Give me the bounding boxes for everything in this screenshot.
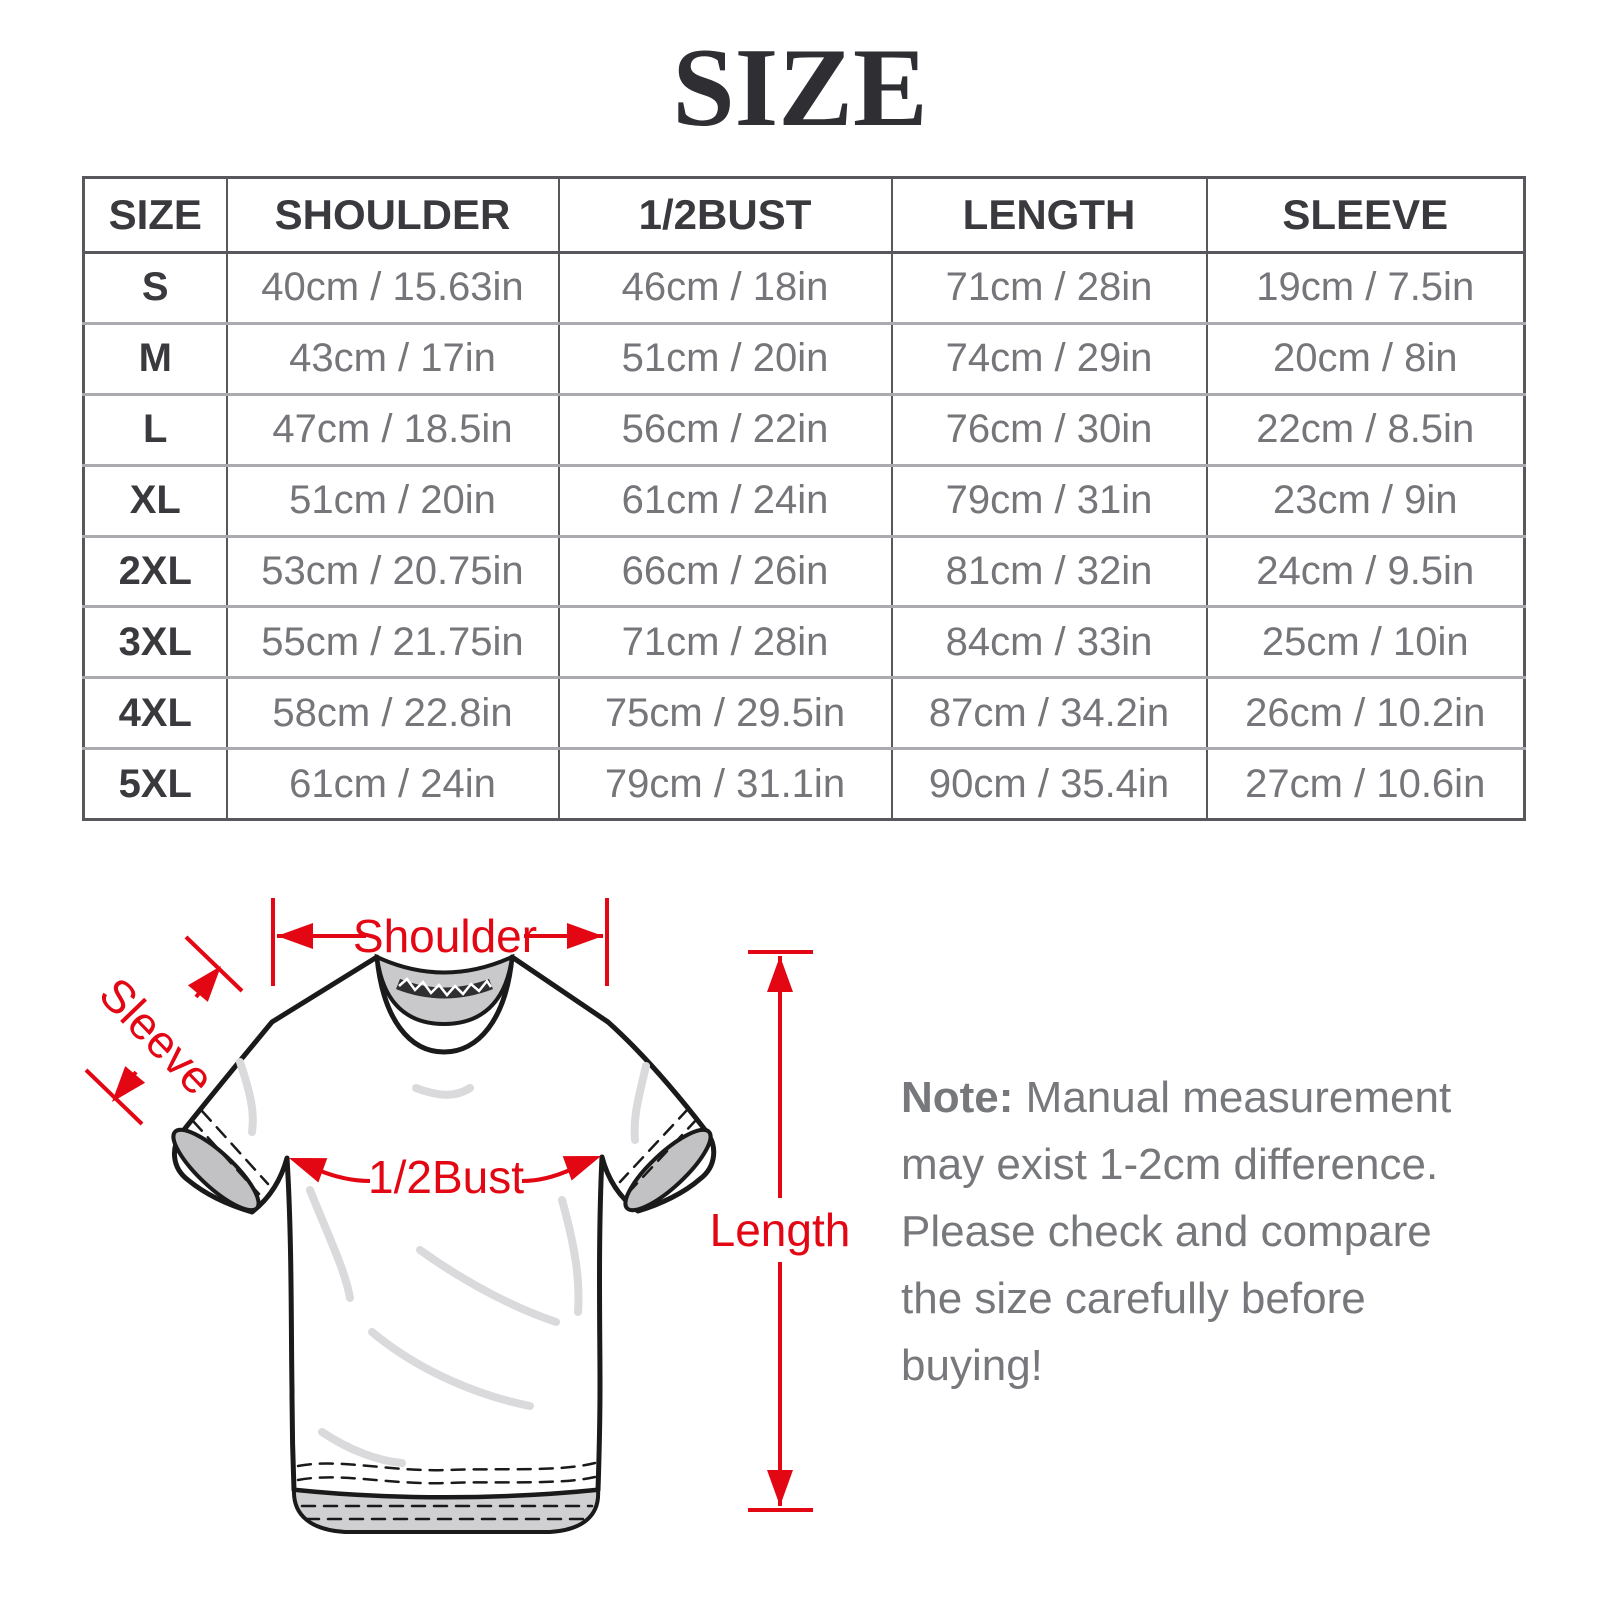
measurement-cell: 71cm / 28in [890,251,1207,324]
column-header-length: LENGTH [890,177,1207,254]
measurement-cell: 24cm / 9.5in [1205,534,1525,607]
table-row: M 43cm / 17in 51cm / 20in 74cm / 29in 20cm /… [82,321,1525,395]
measurement-cell: 75cm / 29.5in [557,676,892,749]
table-row: 2XL 53cm / 20.75in 66cm / 26in 81cm / 32in 2… [82,534,1525,607]
measurement-cell: 71cm / 28in [557,605,892,678]
tshirt-diagram: Shoulder Sleeve 1/2Bust Length [84,898,851,1534]
measurement-cell: 22cm / 8.5in [1205,392,1525,466]
measurement-cell: 27cm / 10.6in [1205,747,1525,820]
shoulder-dimension-annotation: Shoulder [271,898,609,986]
measurement-cell: 25cm / 10in [1205,605,1525,678]
table-row: XL 51cm / 20in 61cm / 24in 79cm / 31in 23cm … [82,463,1525,536]
size-label-cell: M [82,321,227,395]
size-table: SIZE SHOULDER 1/2BUST LENGTH SLEEVE S 40cm / … [82,176,1526,821]
arrow-right-icon [562,1156,601,1181]
table-row: L 47cm / 18.5in 56cm / 22in 76cm / 30in 22cm… [82,392,1525,466]
bust-dimension-annotation: 1/2Bust [289,1151,601,1203]
measurement-cell: 90cm / 35.4in [890,747,1207,820]
measurement-cell: 81cm / 32in [890,534,1207,607]
table-row: 4XL 58cm / 22.8in 75cm / 29.5in 87cm / 34.2… [82,676,1525,749]
arrow-down-left-icon [112,1066,146,1102]
measurement-note: Note: Manual measurement may exist 1-2cm… [901,1064,1501,1399]
column-header-size: SIZE [82,177,227,254]
sleeve-dimension-annotation: Sleeve [84,935,244,1126]
measurement-cell: 87cm / 34.2in [890,676,1207,749]
arrow-right-icon [567,923,603,949]
measurement-cell: 79cm / 31.1in [557,747,892,820]
size-label-cell: 5XL [82,747,227,820]
measurement-cell: 55cm / 21.75in [225,605,559,678]
measurement-cell: 61cm / 24in [225,747,559,820]
left-sleeve-cuff [171,1109,270,1213]
measurement-cell: 74cm / 29in [890,321,1207,395]
shoulder-label: Shoulder [353,910,537,962]
measurement-cell: 23cm / 9in [1205,463,1525,536]
right-sleeve-cuff [618,1107,713,1213]
length-dimension-annotation: Length [710,950,851,1512]
note-label: Note: [901,1073,1014,1122]
arrow-up-icon [767,956,793,992]
column-header-sleeve: SLEEVE [1205,177,1525,254]
length-label: Length [710,1204,851,1256]
page-title: SIZE [672,26,928,150]
measurement-cell: 19cm / 7.5in [1205,251,1525,324]
size-label-cell: 3XL [82,605,227,678]
column-header-shoulder: SHOULDER [225,177,559,254]
measurement-cell: 61cm / 24in [557,463,892,536]
arrow-left-icon [277,923,313,949]
collar [374,953,515,1027]
size-label-cell: XL [82,463,227,536]
arrow-left-icon [289,1158,328,1183]
measurement-cell: 66cm / 26in [557,534,892,607]
measurement-cell: 51cm / 20in [225,463,559,536]
measurement-cell: 84cm / 33in [890,605,1207,678]
measurement-cell: 47cm / 18.5in [225,392,559,466]
note-text: Manual measurement may exist 1-2cm diffe… [901,1073,1452,1390]
size-label-cell: L [82,392,227,466]
measurement-cell: 20cm / 8in [1205,321,1525,395]
table-row: 5XL 61cm / 24in 79cm / 31.1in 90cm / 35.4in… [82,747,1525,820]
measurement-cell: 76cm / 30in [890,392,1207,466]
arrow-up-right-icon [187,966,221,1002]
bust-label: 1/2Bust [368,1151,524,1203]
table-row: S 40cm / 15.63in 46cm / 18in 71cm / 28in 19c… [82,251,1525,324]
column-header-12bust: 1/2BUST [557,177,892,254]
measurement-cell: 56cm / 22in [557,392,892,466]
measurement-cell: 26cm / 10.2in [1205,676,1525,749]
table-row: 3XL 55cm / 21.75in 71cm / 28in 84cm / 33in 2… [82,605,1525,678]
measurement-cell: 40cm / 15.63in [225,251,559,324]
arrow-down-icon [767,1470,793,1506]
fabric-wrinkles [236,1058,650,1467]
header-row: SIZE SHOULDER 1/2BUST LENGTH SLEEVE [82,177,1525,254]
size-label-cell: S [82,251,227,324]
size-label-cell: 2XL [82,534,227,607]
measurement-cell: 43cm / 17in [225,321,559,395]
measurement-cell: 46cm / 18in [557,251,892,324]
measurement-cell: 79cm / 31in [890,463,1207,536]
measurement-cell: 53cm / 20.75in [225,534,559,607]
measurement-cell: 58cm / 22.8in [225,676,559,749]
bottom-hem [291,1461,601,1534]
tshirt-illustration [171,953,717,1534]
size-label-cell: 4XL [82,676,227,749]
measurement-cell: 51cm / 20in [557,321,892,395]
